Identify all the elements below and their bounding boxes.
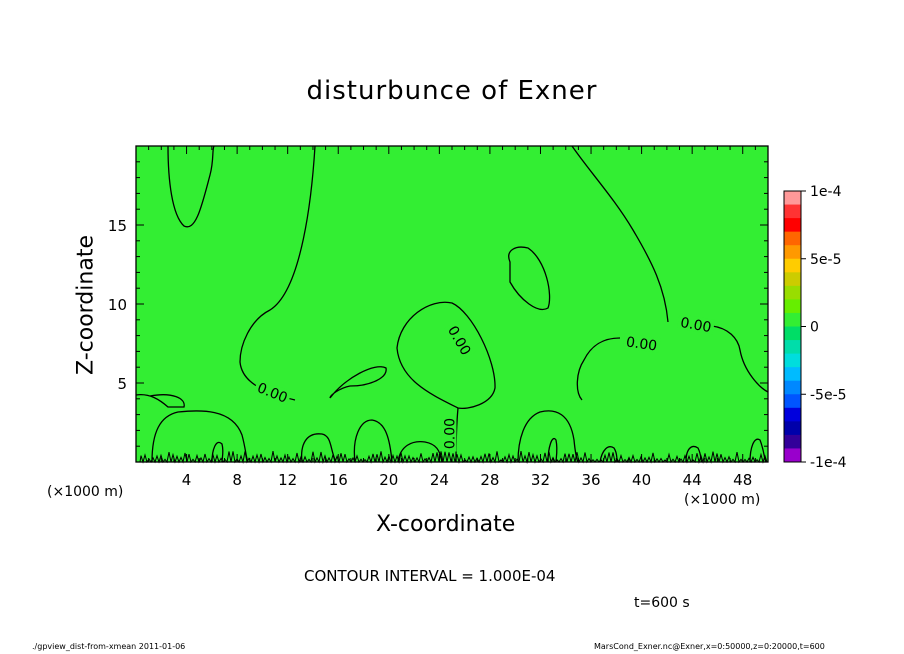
colorbar-swatch [784, 191, 801, 206]
y-tick-label: 10 [108, 296, 127, 314]
contour-line-11 [151, 410, 249, 463]
colorbar: 1e-4 5e-5 0 -5e-5 -1e-4 [783, 184, 847, 471]
colorbar-swatch [784, 326, 801, 341]
contour-line-20 [685, 445, 703, 463]
x-tick-label: 8 [232, 471, 242, 489]
contour-line-5 [396, 301, 496, 410]
y-tick-label: 15 [108, 217, 127, 235]
colorbar-tick-label: 1e-4 [810, 184, 842, 200]
plot-area [136, 146, 768, 462]
contour-line-2 [167, 145, 215, 228]
contour-label-3: 0.00 [442, 418, 458, 449]
colorbar-swatch [784, 204, 801, 219]
x-tick-label: 28 [480, 471, 499, 489]
contour-line-12 [300, 433, 337, 463]
x-tick-label: 4 [182, 471, 192, 489]
contour-line-10 [576, 337, 621, 401]
colorbar-tick-label: -1e-4 [810, 455, 847, 471]
contour-lines [135, 145, 769, 464]
colorbar-swatch [784, 258, 801, 273]
y-tick-label: 5 [117, 375, 127, 393]
y-unit-label: (×1000 m) [684, 492, 761, 508]
colorbar-swatch [784, 394, 801, 409]
footer-right: MarsCond_Exner.nc@Exner,x=0:50000,z=0:20… [594, 642, 825, 651]
colorbar-swatch [784, 380, 801, 395]
x-tick-label: 16 [329, 471, 348, 489]
colorbar-swatch [784, 272, 801, 287]
x-tick-label: 20 [379, 471, 398, 489]
contour-line-16 [211, 441, 224, 463]
x-tick-label: 24 [430, 471, 449, 489]
contour-line-7 [508, 246, 551, 310]
x-tick-label: 36 [581, 471, 600, 489]
contour-line-9 [711, 325, 769, 393]
contour-line-13 [353, 419, 393, 463]
colorbar-swatch [784, 218, 801, 233]
chart-title: disturbunce of Exner [306, 76, 598, 106]
colorbar-swatch [784, 421, 801, 436]
colorbar-swatch [784, 245, 801, 260]
colorbar-tick-label: 5e-5 [810, 252, 841, 268]
contour-line-8 [571, 145, 669, 323]
x-tick-label: 12 [278, 471, 297, 489]
x-axis-label: X-coordinate [376, 512, 516, 537]
colorbar-swatch [784, 353, 801, 368]
contour-line-1 [135, 394, 185, 408]
y-axis-label: Z-coordinate [73, 235, 99, 375]
colorbar-swatch [784, 312, 801, 327]
footer-left: ./gpview_dist-from-xmean 2011-01-06 [32, 642, 186, 651]
contour-interval: CONTOUR INTERVAL = 1.000E-04 [304, 567, 556, 585]
colorbar-swatch [784, 367, 801, 382]
x-tick-label: 40 [632, 471, 651, 489]
contour-line-17 [547, 437, 558, 463]
colorbar-swatch [784, 434, 801, 449]
colorbar-tick-label: 0 [810, 320, 819, 336]
colorbar-swatch [784, 407, 801, 422]
contour-line-4 [329, 366, 387, 399]
colorbar-swatch [784, 299, 801, 314]
contour-line-15 [517, 410, 579, 463]
colorbar-swatch [784, 231, 801, 246]
colorbar-tick-label: -5e-5 [810, 387, 847, 403]
contour-line-boundary [139, 451, 768, 464]
x-tick-label: 32 [531, 471, 550, 489]
contour-line-14 [397, 440, 443, 463]
colorbar-swatch [784, 285, 801, 300]
x-tick-label: 48 [733, 471, 752, 489]
colorbar-swatch [784, 340, 801, 355]
time-label: t=600 s [634, 595, 690, 611]
x-tick-label: 44 [683, 471, 702, 489]
contour-field [136, 146, 768, 462]
contour-line-3 [239, 145, 316, 401]
contour-label-4: 0.00 [625, 334, 658, 354]
contour-label-5: 0.00 [679, 315, 712, 336]
colorbar-swatch [784, 448, 801, 463]
x-unit-label: (×1000 m) [47, 484, 124, 500]
